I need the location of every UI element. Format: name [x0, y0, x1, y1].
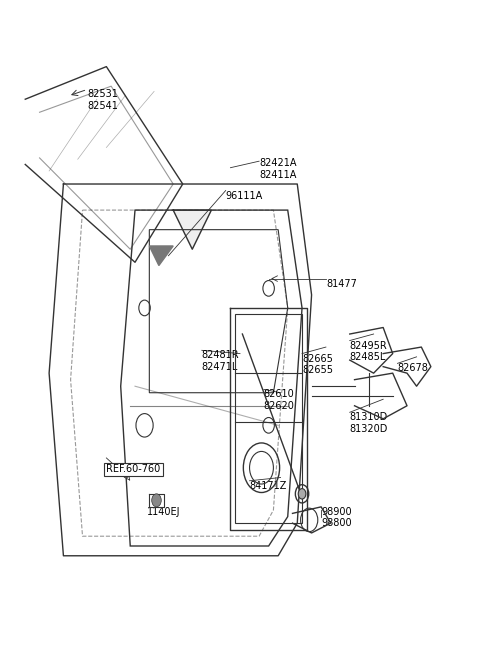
Text: 98900
98800: 98900 98800: [321, 507, 352, 529]
Polygon shape: [173, 210, 211, 250]
Text: 1140EJ: 1140EJ: [147, 507, 180, 517]
Text: 84171Z: 84171Z: [250, 481, 287, 491]
Text: REF.60-760: REF.60-760: [107, 464, 161, 474]
Text: 81310D
81320D: 81310D 81320D: [350, 412, 388, 434]
Text: 81477: 81477: [326, 278, 357, 289]
Text: 82665
82655: 82665 82655: [302, 354, 333, 375]
Text: 82610
82620: 82610 82620: [264, 390, 295, 411]
Text: 82481R
82471L: 82481R 82471L: [202, 350, 240, 372]
Circle shape: [298, 489, 306, 499]
Text: 82531
82541: 82531 82541: [87, 90, 118, 111]
Polygon shape: [149, 246, 173, 265]
Text: 96111A: 96111A: [226, 191, 263, 200]
Circle shape: [152, 494, 161, 507]
Text: 82678: 82678: [397, 364, 428, 373]
Text: 82495R
82485L: 82495R 82485L: [350, 341, 387, 362]
Text: 82421A
82411A: 82421A 82411A: [259, 158, 297, 179]
